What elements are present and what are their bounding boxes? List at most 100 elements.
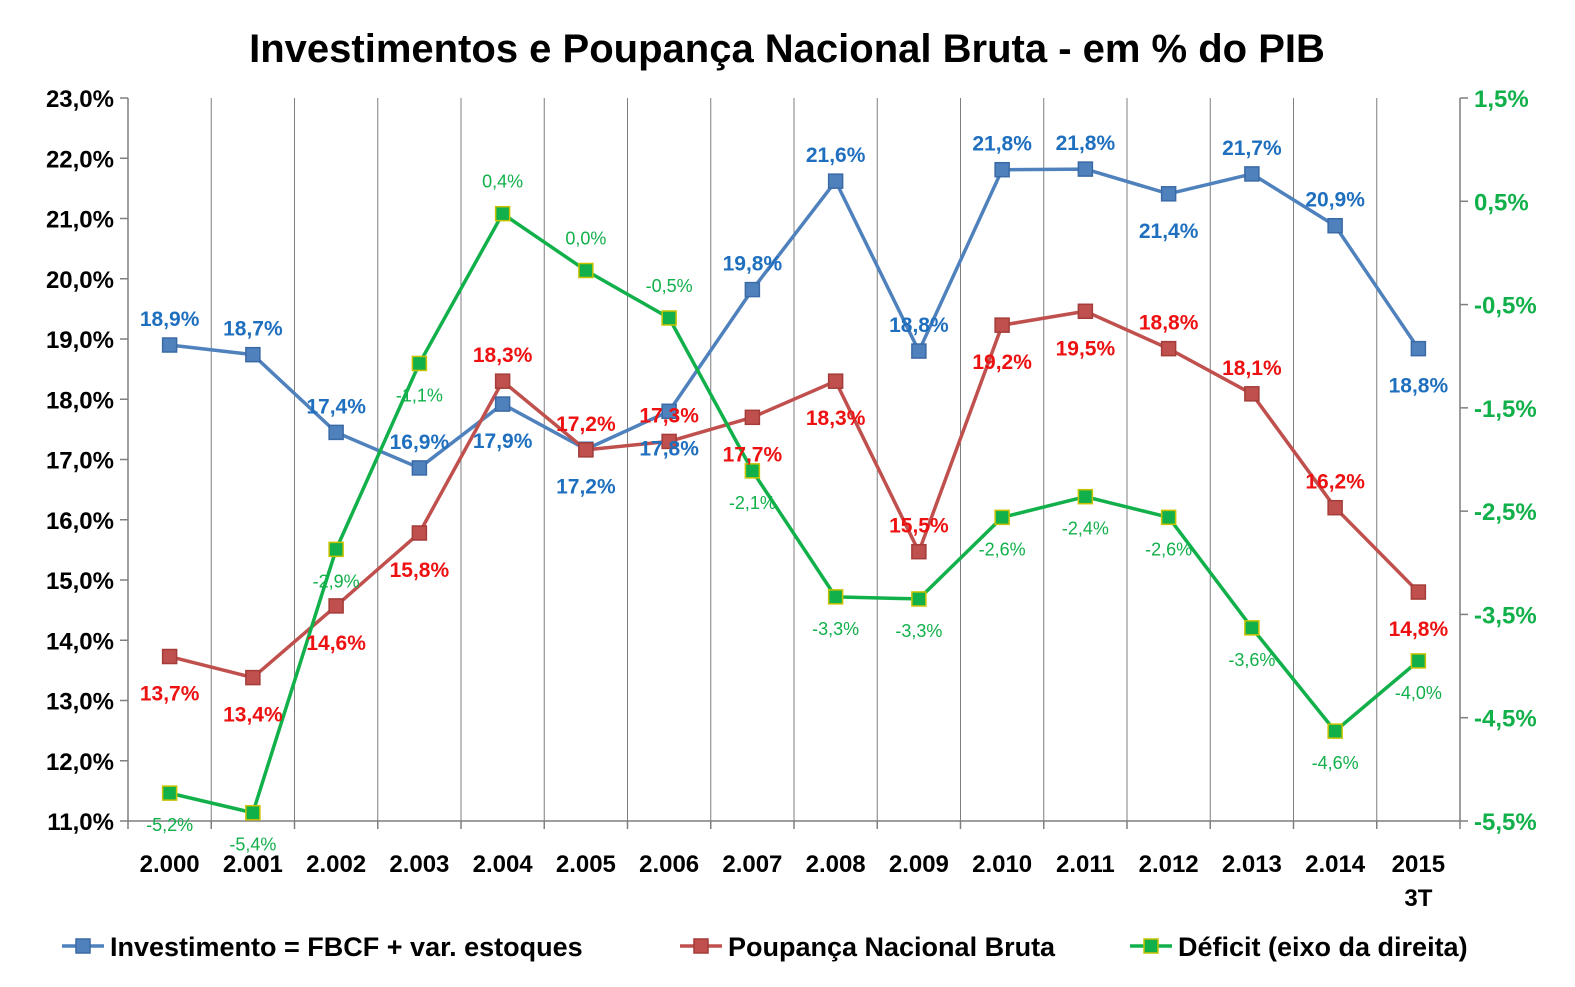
left-axis-tick-label: 13,0%	[46, 689, 114, 716]
series-point	[911, 343, 927, 359]
data-label: 19,2%	[972, 351, 1032, 374]
data-label: 17,2%	[556, 475, 616, 498]
x-axis-tick-label: 2.007	[722, 851, 782, 878]
x-axis-tick-label: 2.008	[806, 851, 866, 878]
data-label: 18,3%	[473, 344, 533, 367]
data-label: 21,4%	[1139, 220, 1199, 243]
series-point	[1327, 217, 1343, 234]
data-label: -3,3%	[812, 619, 859, 639]
legend: Investimento = FBCF + var. estoques Poupa…	[62, 932, 1468, 962]
x-axis-tick-label: 2.005	[556, 851, 616, 878]
data-label: 16,2%	[1305, 471, 1365, 494]
series-point	[328, 424, 344, 441]
x-axis-tick-label: 2.001	[223, 851, 283, 878]
left-axis-tick-label: 20,0%	[46, 267, 114, 294]
data-label: -5,4%	[229, 835, 276, 855]
data-label: 20,9%	[1305, 189, 1365, 212]
series-point	[661, 403, 677, 420]
x-axis-tick-label: 2.004	[473, 851, 534, 878]
data-label: 13,7%	[140, 683, 200, 706]
legend-label: Poupança Nacional Bruta	[728, 932, 1056, 962]
x-axis-tick-label: 2.011	[1056, 851, 1115, 878]
data-label: 13,4%	[223, 704, 283, 727]
x-axis-tick-label: 2.012	[1139, 851, 1199, 878]
right-axis-tick-label: 1,5%	[1474, 86, 1529, 113]
data-label: 18,7%	[223, 318, 283, 341]
series-point	[827, 589, 844, 605]
series-point	[911, 591, 927, 607]
series-point	[411, 355, 428, 372]
data-label: -2,9%	[313, 571, 360, 591]
series-point	[1244, 166, 1260, 182]
legend-label: Investimento = FBCF + var. estoques	[110, 932, 583, 962]
data-label: 17,3%	[639, 404, 699, 427]
series-point	[411, 460, 428, 476]
right-axis-tick-label: -3,5%	[1474, 602, 1537, 629]
data-label: -2,4%	[1062, 519, 1109, 539]
legend-swatch-marker	[1143, 938, 1159, 954]
series-point	[1160, 186, 1177, 202]
x-axis-tick-label: 2.013	[1222, 851, 1282, 878]
series-point	[161, 337, 178, 353]
data-label: 21,7%	[1222, 137, 1282, 160]
series-point	[1410, 584, 1427, 600]
left-axis-tick-label: 21,0%	[46, 207, 114, 234]
left-axis-tick-label: 23,0%	[46, 86, 114, 113]
data-label: -4,0%	[1395, 683, 1442, 703]
series-point	[245, 346, 261, 363]
data-label: 18,1%	[1222, 357, 1282, 380]
left-axis-tick-label: 15,0%	[46, 568, 114, 595]
series-point	[744, 281, 761, 298]
series-line	[169, 309, 1420, 680]
left-axis-tick-label: 16,0%	[46, 508, 114, 535]
series-point	[1077, 161, 1094, 177]
legend-swatch-marker	[75, 938, 91, 954]
series-lines	[161, 161, 1427, 821]
data-label: -4,6%	[1312, 753, 1359, 773]
data-label: -0,5%	[646, 276, 693, 296]
series-point	[1410, 653, 1427, 669]
series-point	[328, 598, 344, 614]
x-axis-tick-label: 2.014	[1305, 851, 1366, 878]
data-label: 16,9%	[390, 431, 450, 454]
data-label: 21,6%	[806, 144, 866, 167]
data-label: 17,8%	[639, 437, 699, 460]
data-label: 19,8%	[723, 253, 783, 276]
series-point	[827, 373, 844, 389]
left-axis-tick-label: 19,0%	[46, 327, 114, 354]
chart-title: Investimentos e Poupança Nacional Bruta …	[249, 27, 1325, 71]
data-label: 14,8%	[1389, 618, 1449, 641]
data-label: 21,8%	[972, 133, 1032, 156]
data-label: -2,6%	[1145, 539, 1192, 559]
data-label: 18,9%	[140, 308, 200, 331]
x-axis-tick-label: 2.003	[389, 851, 449, 878]
data-label: -1,1%	[396, 385, 443, 405]
data-label: -3,3%	[895, 621, 942, 641]
series-line	[169, 167, 1420, 470]
series-point	[1160, 509, 1177, 526]
right-axis-tick-label: 0,5%	[1474, 189, 1529, 216]
left-axis-tick-label: 22,0%	[46, 146, 114, 173]
data-label: 18,8%	[889, 314, 949, 337]
series-point	[245, 804, 261, 821]
data-label: 19,5%	[1056, 337, 1116, 360]
data-label: 17,9%	[473, 430, 533, 453]
data-label: 0,0%	[565, 228, 606, 248]
series-point	[411, 525, 428, 541]
left-axis-tick-label: 11,0%	[47, 809, 114, 836]
series-point	[1327, 499, 1343, 516]
series-line	[169, 211, 1420, 815]
series-point	[1077, 303, 1094, 320]
left-axis-tick-label: 12,0%	[46, 749, 114, 776]
series-point	[661, 310, 677, 326]
series-point	[1410, 340, 1427, 357]
series-point	[744, 409, 761, 426]
series-point	[1244, 620, 1260, 636]
right-axis-tick-label: -1,5%	[1474, 396, 1537, 423]
data-label: -2,6%	[979, 539, 1026, 559]
series-point	[494, 396, 511, 412]
x-axis-tick-label: 2.010	[972, 851, 1032, 878]
series-point	[744, 463, 761, 479]
right-axis-tick-label: -5,5%	[1474, 809, 1537, 836]
left-axis-tick-label: 14,0%	[46, 628, 114, 655]
